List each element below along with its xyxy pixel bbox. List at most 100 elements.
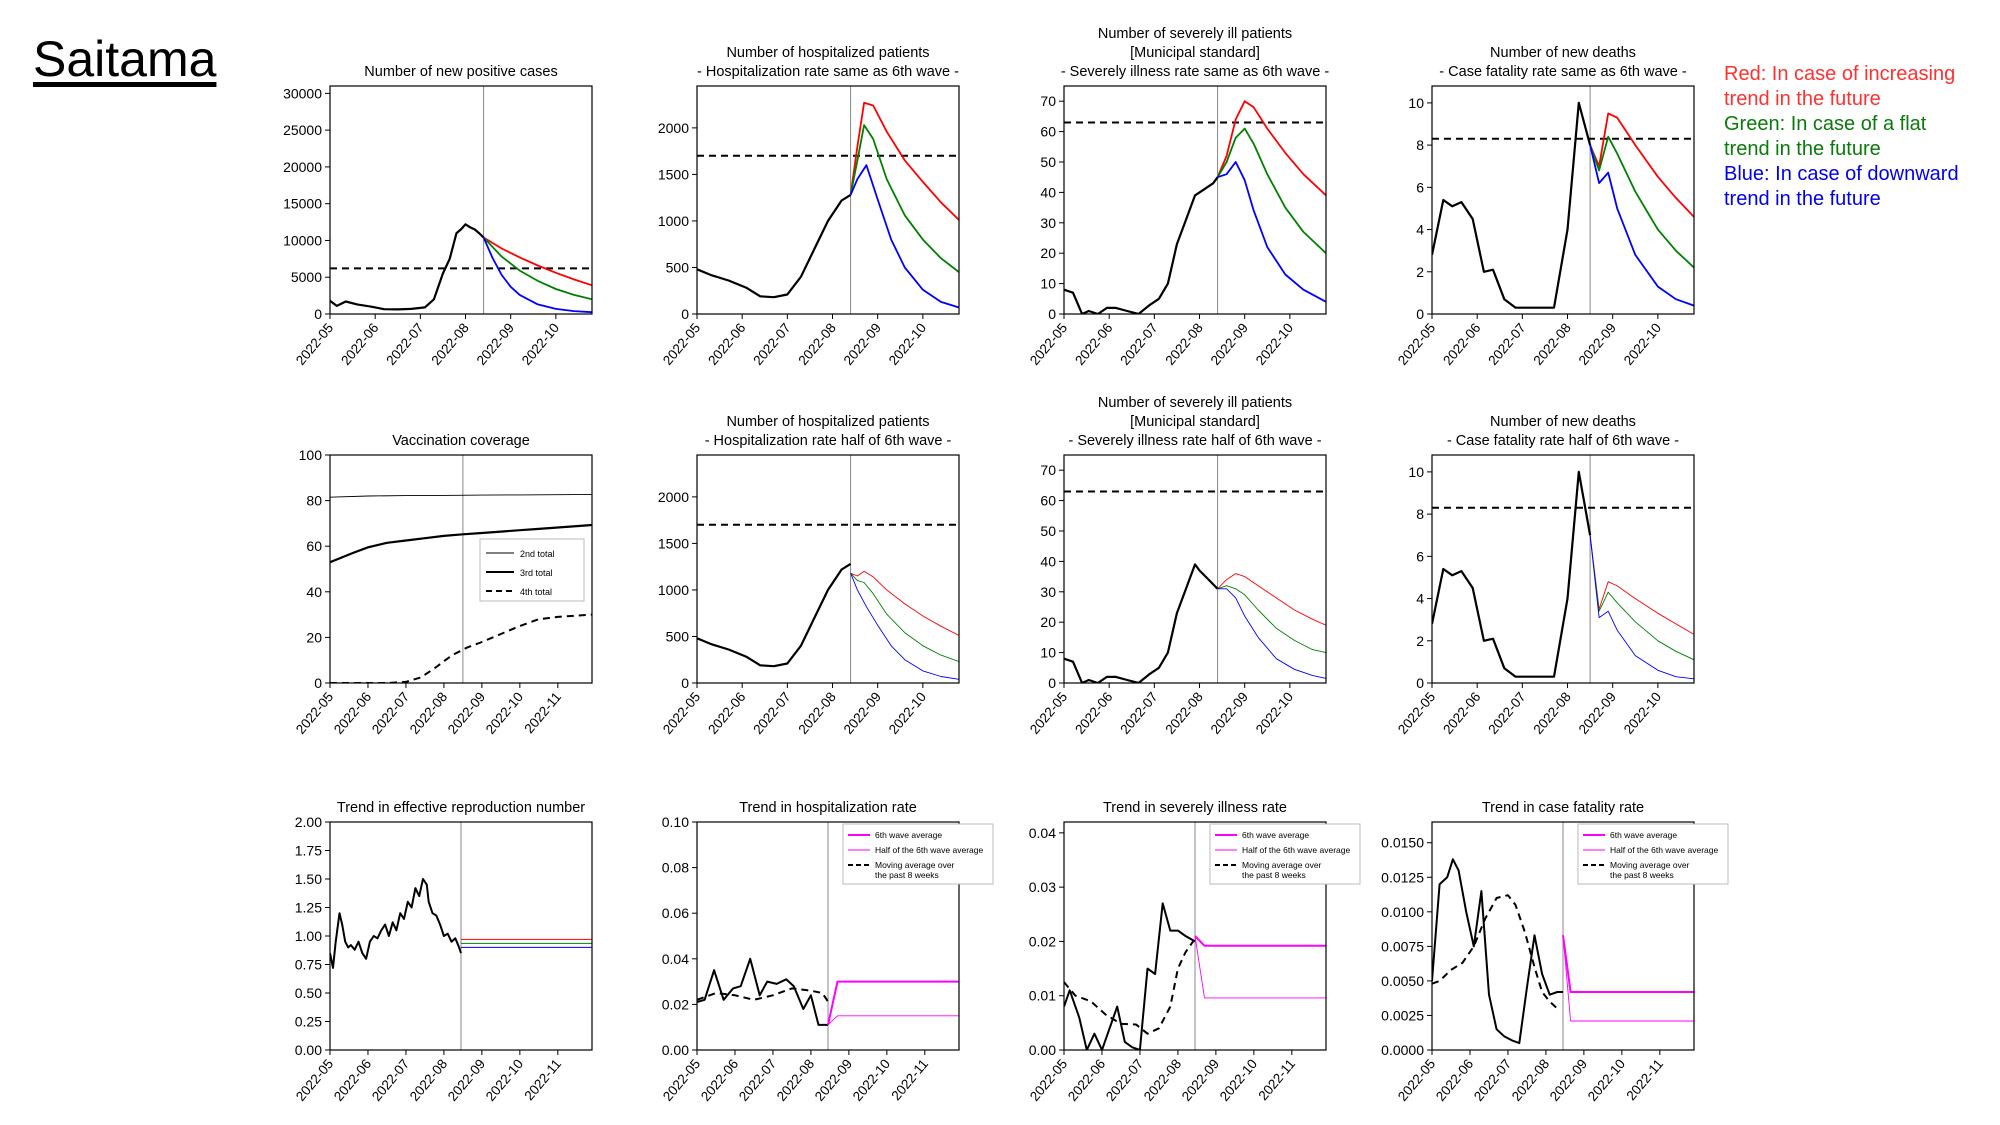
series-line-blue: [849, 164, 959, 309]
x-tick-label: 2022-05: [1027, 320, 1070, 368]
plot-area: [1432, 455, 1694, 683]
y-tick-label: 0.03: [1029, 879, 1056, 895]
axes-frame: [1431, 821, 1695, 1051]
chart-title-line: Trend in hospitalization rate: [739, 800, 917, 816]
x-tick-label: 2022-06: [338, 320, 381, 368]
axes-frame: [696, 454, 960, 684]
y-tick-label: 30: [1040, 584, 1056, 600]
series-line-black: [330, 878, 462, 969]
chart-new-cases: Number of new positive cases 0 5000 10000 15…: [283, 64, 593, 368]
x-tick-label: 2022-05: [293, 320, 336, 368]
y-tick-label: 500: [666, 259, 690, 275]
y-tick-label: 0.01: [1029, 988, 1056, 1004]
y-tick-label: 0.0050: [1381, 973, 1424, 989]
legend-label: 6th wave average: [1610, 830, 1677, 840]
series-line-black: [1432, 101, 1592, 309]
scenario-note-blue: Blue: In case of downward trend in the f…: [1724, 163, 1959, 210]
y-tick-label: 60: [306, 538, 322, 554]
y-tick-label: 1.00: [295, 928, 322, 944]
page-title: Saitama: [33, 31, 217, 87]
x-tick-label: 2022-06: [1433, 1056, 1476, 1104]
y-tick-label: 0.00: [1029, 1042, 1056, 1058]
y-tick-label: 5000: [291, 269, 322, 285]
x-tick-label: 2022-07: [1117, 320, 1160, 368]
legend-label: 6th wave average: [1242, 830, 1309, 840]
x-tick-label: 2022-05: [1027, 689, 1070, 737]
chart-deaths-half: Number of new deaths - Case fatality rate…: [1395, 414, 1695, 737]
y-tick-label: 10000: [283, 232, 322, 248]
x-tick-label: 2022-09: [1208, 689, 1251, 737]
y-tick-label: 1500: [658, 166, 689, 182]
y-tick-label: 0.04: [1029, 825, 1056, 841]
x-tick-label: 2022-09: [1547, 1056, 1590, 1104]
y-tick-label: 50: [1040, 523, 1056, 539]
series-line-green: [849, 124, 959, 273]
scenario-note-red: Red: In case of increasing trend in the …: [1724, 63, 1956, 110]
legend-label: Half of the 6th wave average: [1242, 845, 1350, 855]
y-tick-label: 0.00: [295, 1042, 322, 1058]
chart-title-line: - Case fatality rate half of 6th wave -: [1447, 433, 1679, 449]
x-tick-label: 2022-08: [795, 689, 838, 737]
x-tick-label: 2022-05: [293, 1056, 336, 1104]
x-tick-label: 2022-11: [1623, 1056, 1666, 1103]
x-tick-label: 2022-10: [483, 689, 526, 737]
y-tick-label: 60: [1040, 493, 1056, 509]
x-tick-label: 2022-08: [428, 320, 471, 368]
legend-label: 2nd total: [520, 549, 555, 559]
y-tick-label: 1500: [658, 535, 689, 551]
x-tick-label: 2022-10: [519, 320, 562, 368]
y-tick-label: 0.02: [662, 996, 689, 1012]
series-line-black: [1432, 470, 1592, 678]
y-tick-label: 1.25: [295, 900, 322, 916]
series-line-red: [1589, 535, 1694, 635]
chart-severe-rate: Trend in severely illness rate 0.00 0.01 0.…: [1027, 800, 1361, 1104]
x-tick-label: 2022-06: [331, 1056, 374, 1104]
y-tick-label: 1000: [658, 582, 689, 598]
y-tick-label: 500: [666, 628, 690, 644]
x-tick-label: 2022-11: [521, 689, 564, 736]
x-tick-label: 2022-07: [369, 689, 412, 737]
y-tick-label: 25000: [283, 122, 322, 138]
y-tick-label: 1.75: [295, 843, 322, 859]
y-tick-label: 30000: [283, 85, 322, 101]
y-tick-label: 0.75: [295, 957, 322, 973]
x-tick-label: 2022-10: [886, 320, 929, 368]
y-tick-label: 0.06: [662, 905, 689, 921]
x-tick-label: 2022-10: [1217, 1056, 1260, 1104]
x-tick-label: 2022-08: [795, 320, 838, 368]
y-tick-label: 0: [681, 675, 689, 691]
x-tick-label: 2022-05: [660, 1056, 703, 1104]
axes-frame: [329, 454, 593, 684]
series-line-blue: [1217, 588, 1326, 679]
y-tick-label: 10: [1408, 464, 1424, 480]
x-tick-label: 2022-10: [1253, 689, 1296, 737]
x-tick-label: 2022-08: [1530, 689, 1573, 737]
y-tick-label: 2.00: [295, 814, 322, 830]
x-tick-label: 2022-06: [1072, 689, 1115, 737]
series-line-black: [697, 562, 852, 668]
x-tick-label: 2022-08: [1162, 320, 1205, 368]
plot-area: [697, 822, 959, 1050]
x-tick-label: 2022-07: [1103, 1056, 1146, 1104]
legend-label: Half of the 6th wave average: [875, 845, 983, 855]
x-tick-label: 2022-10: [1621, 320, 1664, 368]
y-tick-label: 6: [1416, 179, 1424, 195]
x-tick-label: 2022-08: [1509, 1056, 1552, 1104]
x-tick-label: 2022-07: [1471, 1056, 1514, 1104]
y-tick-label: 30: [1040, 215, 1056, 231]
x-tick-label: 2022-07: [750, 320, 793, 368]
plot-area: [1432, 86, 1694, 314]
x-tick-label: 2022-07: [1485, 320, 1528, 368]
y-tick-label: 0.50: [295, 985, 322, 1001]
plot-area: [1064, 822, 1326, 1050]
y-tick-label: 4: [1416, 591, 1424, 607]
plot-area: [330, 86, 592, 314]
x-tick-label: 2022-06: [1440, 320, 1483, 368]
x-tick-label: 2022-10: [1585, 1056, 1628, 1104]
y-tick-label: 80: [306, 493, 322, 509]
x-tick-label: 2022-05: [1395, 1056, 1438, 1104]
series-line-green: [1216, 127, 1326, 254]
chart-fatality-rate: Trend in case fatality rate 0.0000 0.0025 0…: [1381, 800, 1729, 1104]
legend-label: 6th wave average: [875, 830, 942, 840]
